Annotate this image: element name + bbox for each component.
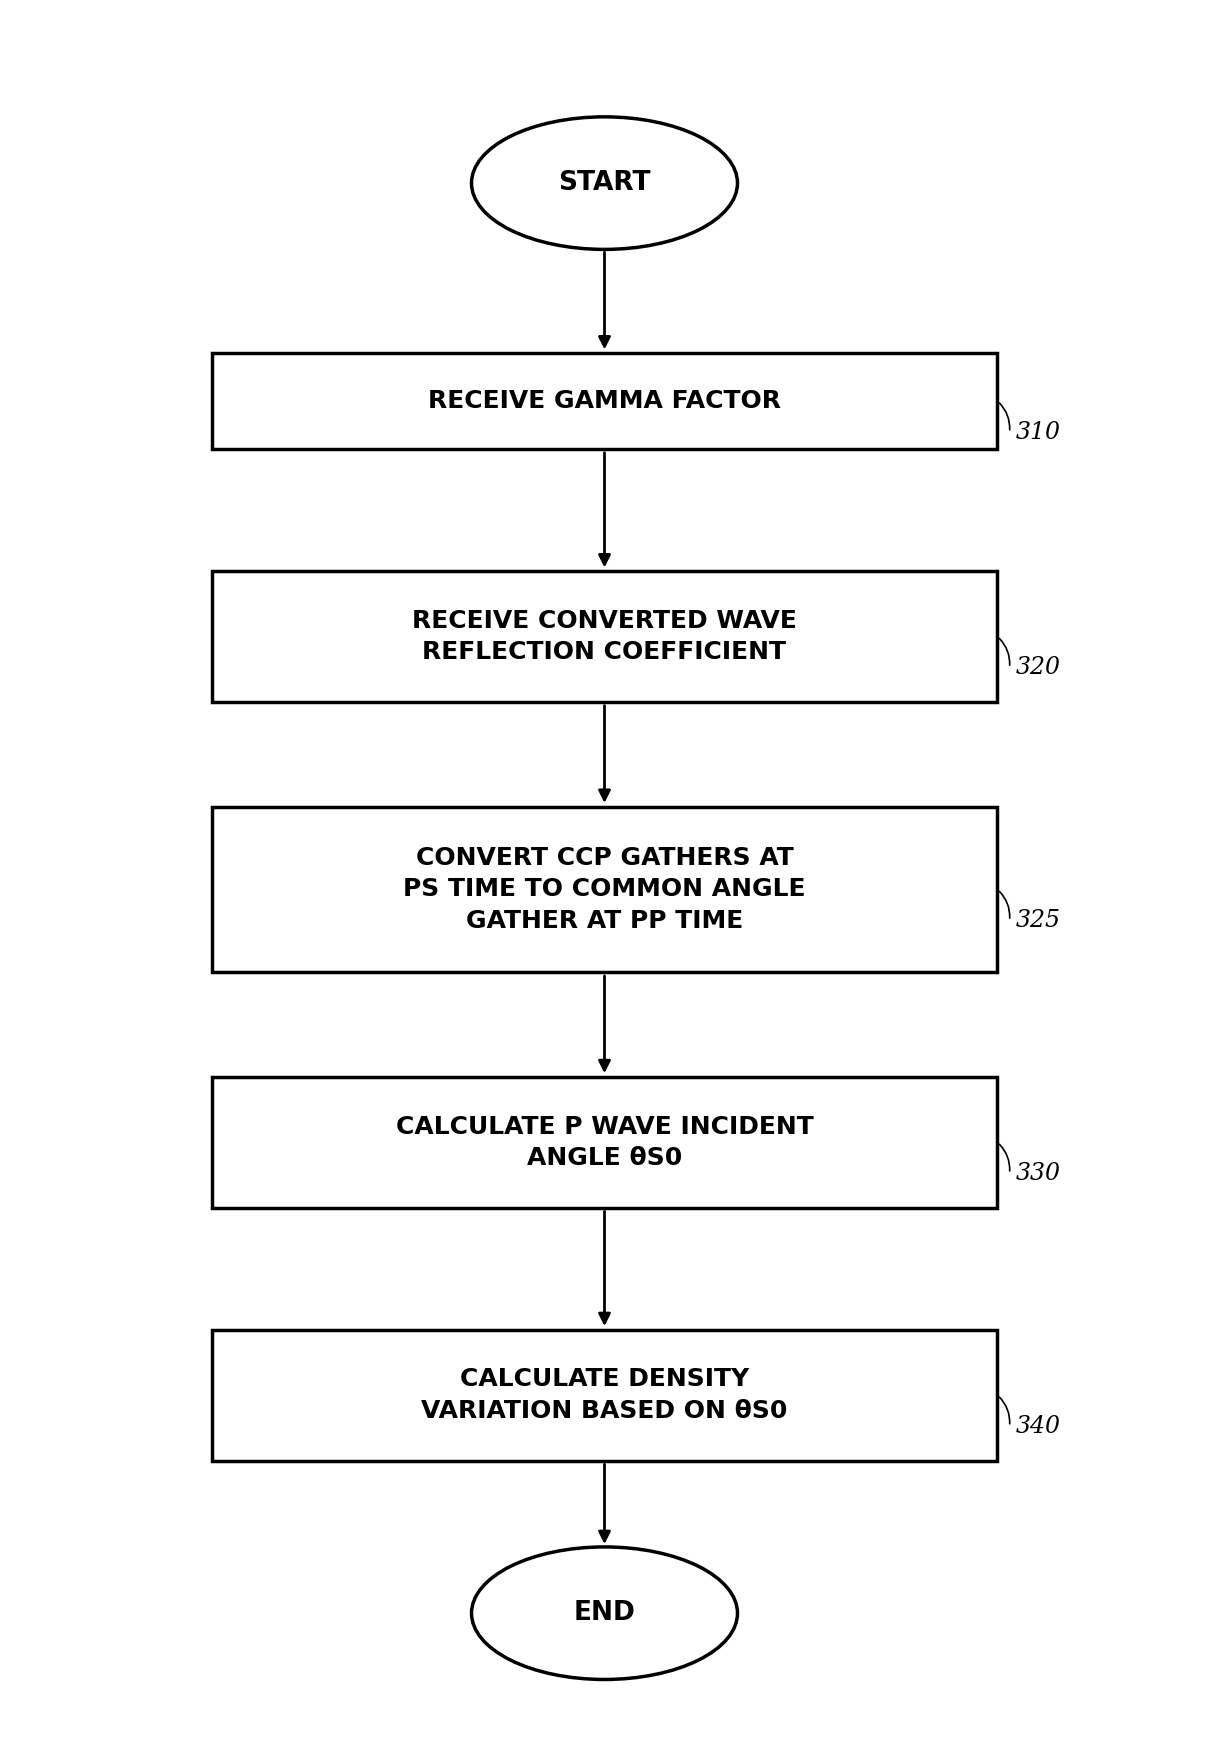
Ellipse shape <box>472 117 737 249</box>
Bar <box>212 352 997 448</box>
Text: 320: 320 <box>1016 656 1060 680</box>
Bar <box>212 1329 997 1461</box>
Ellipse shape <box>472 1547 737 1679</box>
Bar <box>212 806 997 973</box>
Text: 330: 330 <box>1016 1162 1060 1186</box>
Text: CALCULATE DENSITY
VARIATION BASED ON θS0: CALCULATE DENSITY VARIATION BASED ON θS0 <box>421 1367 788 1423</box>
Text: 325: 325 <box>1016 909 1060 933</box>
Bar <box>212 572 997 701</box>
Text: RECEIVE CONVERTED WAVE
REFLECTION COEFFICIENT: RECEIVE CONVERTED WAVE REFLECTION COEFFI… <box>412 609 797 664</box>
Bar <box>212 1076 997 1207</box>
Text: CONVERT CCP GATHERS AT
PS TIME TO COMMON ANGLE
GATHER AT PP TIME: CONVERT CCP GATHERS AT PS TIME TO COMMON… <box>404 846 805 933</box>
Text: START: START <box>559 171 650 195</box>
Text: CALCULATE P WAVE INCIDENT
ANGLE θS0: CALCULATE P WAVE INCIDENT ANGLE θS0 <box>395 1114 814 1170</box>
Text: 310: 310 <box>1016 420 1060 445</box>
Text: 340: 340 <box>1016 1414 1060 1439</box>
Text: END: END <box>573 1601 636 1625</box>
Text: RECEIVE GAMMA FACTOR: RECEIVE GAMMA FACTOR <box>428 389 781 413</box>
